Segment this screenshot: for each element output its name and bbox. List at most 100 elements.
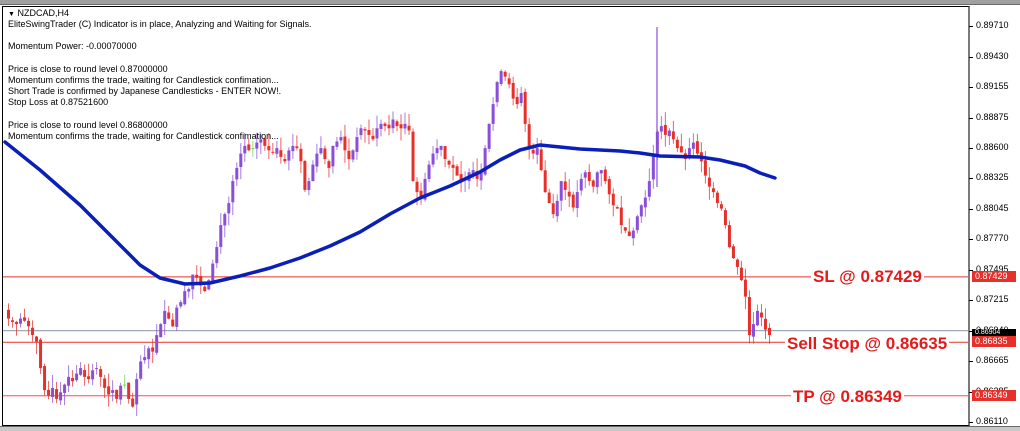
candle	[679, 133, 683, 153]
candle	[599, 170, 603, 187]
candle	[575, 180, 579, 218]
candle	[167, 305, 171, 320]
candle	[355, 127, 359, 160]
candle	[139, 355, 143, 381]
candle	[259, 133, 263, 155]
candle	[235, 162, 239, 186]
candle	[459, 160, 463, 193]
candle	[411, 128, 415, 182]
candle	[527, 118, 531, 160]
axis-tick	[969, 26, 973, 27]
candle	[583, 170, 587, 189]
candle	[715, 190, 719, 208]
sl-price-tag: 0.87429	[972, 271, 1016, 282]
candle	[243, 132, 247, 162]
candle	[271, 142, 275, 155]
candle	[619, 196, 623, 234]
candle	[119, 382, 123, 405]
candle	[635, 214, 639, 234]
candle	[451, 156, 455, 181]
indicator-message-line: Price is close to round level 0.86800000	[8, 119, 168, 130]
axis-tick	[969, 178, 973, 180]
candle	[751, 312, 755, 344]
candle	[327, 159, 331, 178]
candle	[163, 299, 167, 336]
candle	[155, 324, 159, 356]
candle	[19, 313, 23, 328]
indicator-message-line: EliteSwingTrader (C) Indicator is in pla…	[8, 19, 312, 29]
symbol-timeframe-label: NZDCAD,H4	[17, 8, 69, 18]
candle	[199, 266, 203, 295]
candle	[31, 320, 35, 342]
axis-tick	[969, 117, 973, 119]
candle	[159, 323, 163, 338]
candle	[343, 124, 347, 163]
candle	[543, 160, 547, 193]
candle	[87, 363, 91, 384]
candle	[651, 144, 655, 189]
candle	[331, 145, 335, 174]
candle	[263, 137, 267, 151]
candle	[519, 86, 523, 107]
candle	[719, 200, 723, 211]
axis-tick-label: 0.88600	[976, 142, 1009, 153]
candle	[755, 304, 759, 327]
candle	[175, 304, 179, 331]
candle	[267, 132, 271, 159]
candle	[35, 335, 39, 355]
candle	[615, 205, 619, 209]
candle	[427, 160, 431, 183]
candle	[507, 72, 511, 89]
candle	[307, 177, 311, 196]
candle	[587, 164, 591, 186]
candlestick-chart	[3, 27, 968, 416]
candle	[739, 260, 743, 282]
candle	[731, 243, 735, 260]
candle	[143, 345, 147, 364]
axis-tick-label: 0.87495	[976, 263, 1009, 274]
candle	[255, 132, 259, 159]
candle	[663, 112, 667, 147]
candle	[479, 163, 483, 190]
candle	[47, 381, 51, 400]
candle	[363, 126, 367, 143]
chart-plot-area[interactable]: ▼ NZDCAD,H4 EliteSwingTrader (C) Indicat…	[2, 6, 970, 426]
candle	[43, 363, 47, 396]
axis-tick-label: 0.87215	[976, 294, 1009, 305]
candle	[83, 364, 87, 386]
candle	[103, 374, 107, 399]
candle	[643, 190, 647, 217]
candle	[315, 143, 319, 173]
candle	[335, 136, 339, 150]
candle	[187, 287, 191, 298]
candle	[51, 374, 55, 403]
entry-price-tag: 0.86835	[972, 336, 1016, 347]
candle	[131, 392, 135, 408]
candle	[647, 168, 651, 201]
candle	[607, 175, 611, 204]
candle	[515, 88, 519, 109]
candle	[179, 300, 183, 309]
candle	[311, 160, 315, 182]
candle	[431, 146, 435, 168]
candle	[107, 373, 111, 407]
axis-tick	[969, 239, 973, 241]
axis-tick-label: 0.86110	[976, 416, 1008, 426]
candle	[303, 159, 307, 193]
candle	[135, 373, 139, 416]
axis-tick	[969, 269, 973, 271]
axis-tick-label: 0.88045	[976, 203, 1009, 214]
candle	[567, 178, 571, 208]
candle	[499, 69, 503, 86]
candle	[351, 149, 355, 163]
candle	[59, 382, 63, 406]
candle	[95, 362, 99, 375]
candle	[63, 383, 67, 406]
tp-price-tag: 0.86349	[972, 390, 1016, 401]
candle	[523, 88, 527, 133]
candle	[727, 220, 731, 249]
bid-price-tag: 0.86904	[972, 329, 1016, 336]
candle	[611, 188, 615, 217]
candle	[563, 172, 567, 201]
chart-menu-icon[interactable]: ▼	[8, 11, 15, 18]
